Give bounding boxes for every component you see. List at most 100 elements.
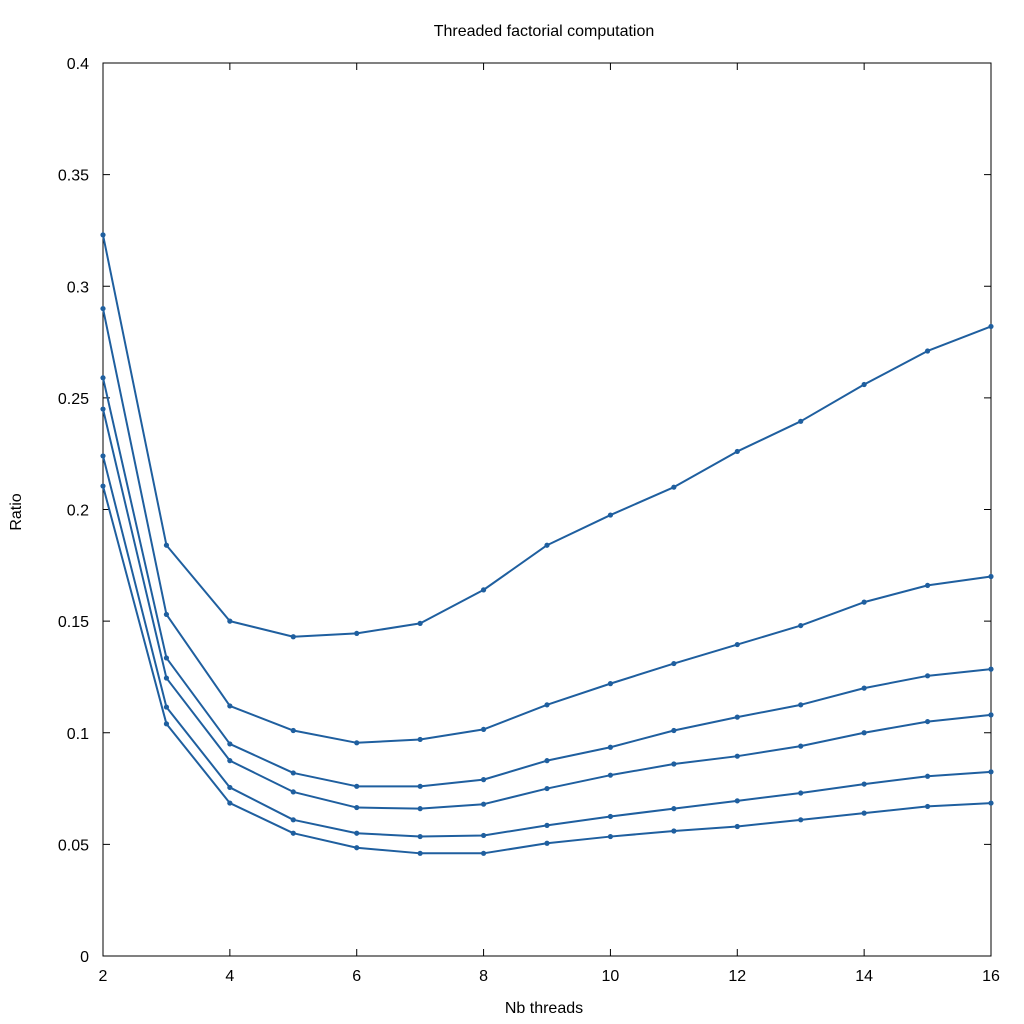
data-point — [798, 743, 804, 749]
data-point — [861, 730, 867, 736]
x-tick-label: 6 — [352, 968, 361, 985]
data-point — [290, 830, 296, 836]
data-point — [607, 813, 614, 820]
data-point — [544, 702, 550, 708]
data-point — [480, 726, 487, 733]
data-point — [734, 448, 740, 455]
data-point — [227, 618, 233, 624]
data-point — [100, 453, 106, 459]
data-point — [100, 232, 106, 238]
series-2 — [100, 305, 994, 746]
data-point — [607, 512, 614, 518]
series-4 — [100, 406, 994, 812]
data-point — [798, 817, 804, 823]
data-point — [163, 704, 170, 710]
data-point — [988, 769, 994, 775]
x-tick-label: 8 — [479, 968, 488, 985]
y-tick-label: 0.1 — [67, 726, 89, 743]
data-point — [354, 804, 360, 811]
data-point — [734, 798, 740, 804]
data-point — [290, 789, 296, 795]
data-point — [544, 758, 550, 764]
data-point — [227, 784, 233, 791]
data-point — [227, 703, 233, 709]
data-point — [798, 418, 804, 424]
data-point — [861, 599, 867, 605]
data-point — [671, 828, 677, 834]
axis-ticks: 2 4 6 8 10 12 14 16 0 0.05 0.1 0.15 0.2 0.25 0.3 0.35 0.… — [58, 56, 1000, 985]
y-tick-label: 0.35 — [58, 168, 89, 185]
y-tick-label: 0.4 — [67, 56, 89, 73]
series-line — [102, 308, 992, 744]
series-5 — [100, 453, 994, 840]
series-line — [102, 455, 992, 838]
data-point — [924, 673, 931, 679]
data-point — [607, 833, 614, 840]
data-point — [988, 800, 994, 806]
data-point — [988, 323, 994, 330]
data-point — [798, 790, 804, 796]
plot-area — [102, 62, 992, 957]
data-point — [417, 806, 423, 812]
series-3 — [100, 375, 994, 789]
data-point — [607, 744, 614, 750]
data-point — [798, 622, 804, 629]
data-point — [734, 641, 740, 648]
data-point — [354, 630, 360, 637]
y-tick-label: 0.15 — [58, 614, 89, 631]
x-tick-label: 14 — [855, 968, 873, 985]
data-point — [544, 840, 550, 846]
data-point — [671, 761, 677, 767]
y-tick-label: 0.2 — [67, 503, 89, 520]
y-tick-label: 0.05 — [58, 837, 89, 854]
data-point — [924, 773, 931, 779]
data-point — [480, 850, 487, 856]
chart-title: Threaded factorial computation — [434, 23, 655, 40]
data-point — [163, 611, 170, 618]
data-point — [227, 800, 233, 806]
data-point — [100, 375, 106, 381]
data-point — [544, 785, 550, 792]
data-point — [354, 740, 360, 746]
data-point — [861, 781, 867, 787]
x-tick-label: 16 — [982, 968, 1000, 985]
data-point — [227, 741, 233, 747]
data-point — [924, 582, 931, 589]
series-line — [102, 485, 992, 855]
data-point — [354, 830, 360, 836]
x-tick-label: 4 — [225, 968, 234, 985]
data-point — [671, 727, 677, 734]
data-point — [417, 850, 423, 856]
data-point — [227, 758, 233, 764]
y-tick-label: 0.3 — [67, 279, 89, 296]
x-tick-label: 12 — [728, 968, 746, 985]
data-point — [163, 542, 170, 548]
data-point — [163, 721, 170, 727]
data-point — [671, 484, 677, 490]
data-point — [480, 832, 487, 839]
series-6 — [100, 483, 994, 856]
series-lines — [100, 232, 994, 856]
data-point — [480, 587, 487, 593]
data-point — [544, 542, 550, 548]
data-point — [734, 823, 740, 830]
data-point — [734, 714, 740, 720]
data-point — [924, 718, 931, 725]
data-point — [988, 712, 994, 718]
series-line — [102, 377, 992, 788]
data-point — [100, 305, 106, 312]
data-point — [290, 817, 296, 823]
data-point — [988, 573, 994, 580]
data-point — [924, 803, 931, 810]
x-axis-title: Nb threads — [505, 1000, 583, 1017]
data-point — [861, 685, 867, 691]
data-point — [607, 772, 614, 778]
series-1 — [100, 232, 994, 640]
data-point — [544, 822, 550, 828]
data-point — [480, 801, 487, 807]
plot-border — [102, 62, 992, 957]
data-point — [100, 483, 106, 489]
series-line — [102, 408, 992, 810]
data-point — [417, 620, 423, 626]
